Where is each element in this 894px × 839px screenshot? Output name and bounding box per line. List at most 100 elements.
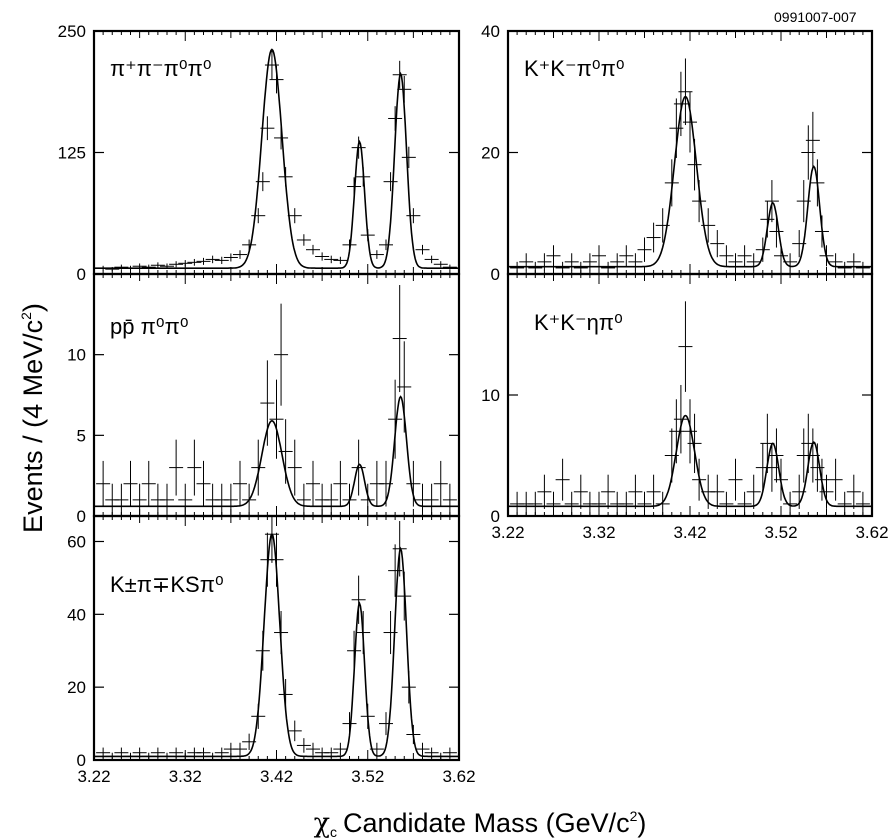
- data-point: [564, 253, 579, 271]
- panel-label: K±π∓KSπ⁰: [110, 572, 224, 597]
- x-axis-title: χc Candidate Mass (GeV/c2): [314, 808, 647, 839]
- data-point: [537, 253, 552, 271]
- data-point: [814, 215, 829, 248]
- data-point: [123, 752, 138, 760]
- data-point: [546, 245, 561, 267]
- data-point: [96, 747, 111, 758]
- data-point: [269, 379, 284, 459]
- data-point: [546, 491, 561, 516]
- data-point: [701, 208, 716, 243]
- y-tick-label: 0: [491, 507, 500, 526]
- data-point: [205, 752, 220, 760]
- x-tick-label: 3.32: [582, 523, 615, 542]
- data-point: [255, 172, 270, 192]
- panel-label: K⁺K⁻π⁰π⁰: [524, 56, 625, 81]
- data-point: [260, 360, 275, 446]
- panel-labels: π⁺π⁻π⁰π⁰ pp̄ π⁰π⁰ K±π∓KSπ⁰ K⁺K⁻π⁰π⁰ K⁺K⁻ηπ⁰: [110, 56, 625, 597]
- y-axis-title: Events / (4 MeV/c2): [18, 303, 48, 533]
- data-point: [728, 253, 743, 271]
- data-point: [233, 742, 247, 756]
- data-point: [169, 261, 184, 268]
- data-point: [424, 255, 439, 264]
- data-point: [819, 474, 834, 509]
- data-point: [646, 474, 661, 509]
- data-point: [601, 261, 616, 274]
- data-point: [324, 483, 339, 516]
- data-point: [324, 255, 339, 264]
- data-point: [397, 75, 412, 103]
- data-point: [783, 253, 798, 271]
- data-point: [132, 747, 147, 758]
- x-tick-label: 3.42: [260, 767, 293, 786]
- data-point: [637, 491, 652, 516]
- data-point: [369, 742, 384, 756]
- data-point: [178, 260, 193, 267]
- panel-2: 0 5 10: [67, 272, 461, 526]
- data-point: [397, 571, 412, 621]
- y-tick-label: 125: [58, 144, 86, 163]
- data-point: [710, 230, 725, 258]
- data-point: [255, 630, 270, 671]
- data-point: [655, 491, 670, 516]
- data-point: [223, 483, 238, 516]
- data-point: [383, 172, 398, 192]
- data-point: [242, 239, 257, 251]
- panel-5: 0 10 3.22 3.32 3.42 3.52 3.62: [481, 272, 889, 542]
- data-point: [746, 474, 761, 509]
- data-point: [269, 65, 284, 94]
- data-point: [810, 159, 825, 207]
- data-point: [356, 167, 371, 187]
- data-point: [360, 483, 375, 516]
- data-point: [141, 460, 156, 507]
- data-point: [114, 264, 129, 270]
- x-tick-label: 3.52: [351, 767, 384, 786]
- data-point: [123, 460, 138, 507]
- data-point: [846, 474, 861, 509]
- data-point: [415, 244, 430, 255]
- data-point: [379, 712, 393, 736]
- data-point: [105, 266, 120, 272]
- data-point: [251, 439, 266, 496]
- data-point: [356, 610, 371, 655]
- y-tick-label: 0: [491, 265, 500, 284]
- data-point: [205, 255, 220, 264]
- y-tick-label: 5: [77, 426, 86, 445]
- data-point: [141, 264, 156, 270]
- data-point: [401, 146, 416, 169]
- data-point: [351, 575, 366, 624]
- data-point: [564, 491, 579, 516]
- data-point: [837, 491, 852, 516]
- data-point: [105, 752, 120, 760]
- data-point: [769, 428, 784, 483]
- data-point: [333, 460, 348, 507]
- data-point: [406, 724, 421, 745]
- data-point: [214, 256, 229, 265]
- panel-label: π⁺π⁻π⁰π⁰: [110, 56, 212, 81]
- data-point: [582, 253, 597, 271]
- data-point: [442, 483, 457, 516]
- data-point: [692, 458, 707, 501]
- data-point: [401, 670, 416, 704]
- data-point: [342, 712, 357, 736]
- data-point: [683, 91, 697, 153]
- x-tick-label: 3.22: [491, 523, 524, 542]
- data-point: [424, 747, 439, 758]
- y-tick-label: 40: [481, 22, 500, 41]
- data-point: [755, 237, 770, 262]
- data-point: [96, 265, 111, 271]
- x-tick-label: 3.32: [169, 767, 202, 786]
- panel-3: 0 20 40 60 3.22 3.32 3.42 3.52 3.62: [67, 514, 476, 786]
- data-point: [424, 483, 439, 516]
- data-point: [737, 491, 752, 516]
- data-point: [274, 126, 289, 150]
- x-tick-label: 3.62: [442, 767, 475, 786]
- data-point: [528, 491, 543, 516]
- data-point: [673, 384, 688, 454]
- data-point: [379, 239, 393, 251]
- data-point: [278, 419, 293, 484]
- data-point: [369, 250, 384, 259]
- data-point: [278, 678, 293, 710]
- data-point: [664, 159, 679, 207]
- data-point: [397, 341, 412, 433]
